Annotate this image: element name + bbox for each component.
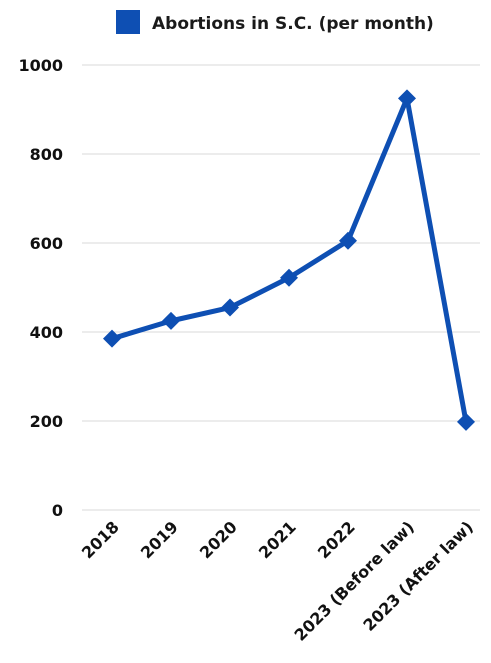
y-tick-label: 0	[52, 501, 63, 520]
x-tick-label: 2020	[196, 517, 241, 562]
data-point-marker	[280, 268, 298, 287]
series-line-group	[103, 89, 475, 431]
legend: Abortions in S.C. (per month)	[116, 10, 434, 34]
data-point-marker	[103, 329, 121, 348]
gridlines	[82, 64, 480, 511]
x-tick-label: 2022	[314, 517, 359, 562]
data-point-marker	[221, 298, 239, 317]
y-tick-label: 1000	[18, 56, 63, 75]
x-tick-label: 2021	[255, 517, 300, 562]
data-point-marker	[339, 231, 357, 250]
y-tick-label: 200	[30, 412, 63, 431]
data-point-marker	[398, 89, 416, 108]
y-tick-label: 800	[30, 145, 63, 164]
legend-swatch	[116, 10, 140, 34]
y-tick-label: 600	[30, 234, 63, 253]
y-tick-label: 400	[30, 323, 63, 342]
series-line	[109, 95, 469, 425]
x-tick-label: 2019	[137, 517, 182, 562]
x-tick-label: 2023 (After law)	[359, 517, 476, 634]
data-point-marker	[162, 311, 180, 330]
y-axis-ticks: 0 200 400 600 800 1000	[18, 56, 63, 520]
legend-label: Abortions in S.C. (per month)	[152, 14, 434, 34]
data-point-marker	[457, 412, 475, 431]
x-tick-label: 2018	[78, 517, 123, 562]
